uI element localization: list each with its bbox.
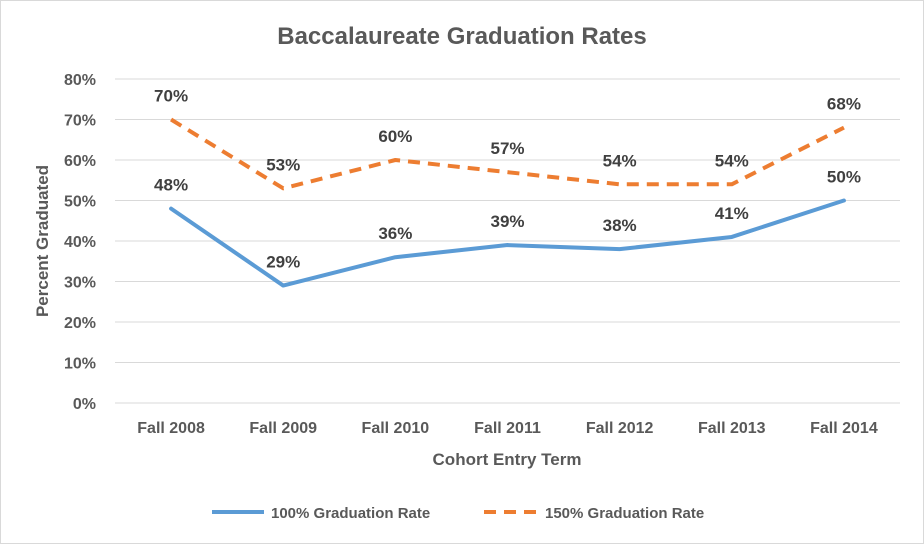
data-label: 38% (603, 216, 637, 235)
gridlines (115, 78, 900, 404)
data-label: 29% (266, 253, 300, 272)
legend: 100% Graduation Rate 150% Graduation Rat… (212, 505, 704, 522)
data-label: 60% (378, 127, 412, 146)
data-label: 41% (715, 204, 749, 223)
data-label: 57% (490, 139, 524, 158)
legend-label-100: 100% Graduation Rate (271, 505, 430, 522)
legend-item-100[interactable]: 100% Graduation Rate (212, 505, 430, 522)
x-tick-label: Fall 2010 (362, 420, 430, 437)
x-tick-label: Fall 2013 (698, 420, 766, 437)
data-label: 53% (266, 155, 300, 174)
y-tick-label: 30% (64, 275, 96, 292)
y-tick-label: 50% (64, 194, 96, 211)
x-tick-label: Fall 2008 (137, 420, 205, 437)
data-label: 54% (603, 151, 637, 170)
series-line-150 (170, 117, 845, 191)
legend-item-150[interactable]: 150% Graduation Rate (484, 505, 704, 522)
y-tick-label: 80% (64, 72, 96, 89)
y-tick-label: 60% (64, 153, 96, 170)
y-tick-label: 0% (73, 396, 96, 413)
data-labels: 48% 29% 36% 39% 38% 41% 50% 70% 53% 60% 57% 54% 54% 6… (154, 87, 861, 272)
x-tick-label: Fall 2009 (249, 420, 317, 437)
x-tick-label: Fall 2014 (810, 420, 878, 437)
y-tick-label: 20% (64, 315, 96, 332)
y-tick-label: 40% (64, 234, 96, 251)
series-line-100 (169, 198, 846, 288)
data-label: 39% (490, 212, 524, 231)
data-label: 68% (827, 95, 861, 114)
y-axis-label: Percent Graduated (33, 165, 52, 317)
x-axis: Fall 2008 Fall 2009 Fall 2010 Fall 2011 Fall… (137, 420, 878, 437)
data-label: 54% (715, 151, 749, 170)
x-axis-label: Cohort Entry Term (433, 450, 582, 469)
data-label: 36% (378, 224, 412, 243)
series-layer (169, 117, 846, 288)
y-axis: 0% 10% 20% 30% 40% 50% 60% 70% 80% (64, 72, 96, 413)
y-tick-label: 70% (64, 113, 96, 130)
chart-title: Baccalaureate Graduation Rates (277, 23, 646, 50)
data-label: 48% (154, 176, 188, 195)
legend-label-150: 150% Graduation Rate (545, 505, 704, 522)
x-tick-label: Fall 2011 (474, 420, 541, 437)
y-tick-label: 10% (64, 356, 96, 373)
x-tick-label: Fall 2012 (586, 420, 654, 437)
data-label: 70% (154, 87, 188, 106)
data-label: 50% (827, 168, 861, 187)
